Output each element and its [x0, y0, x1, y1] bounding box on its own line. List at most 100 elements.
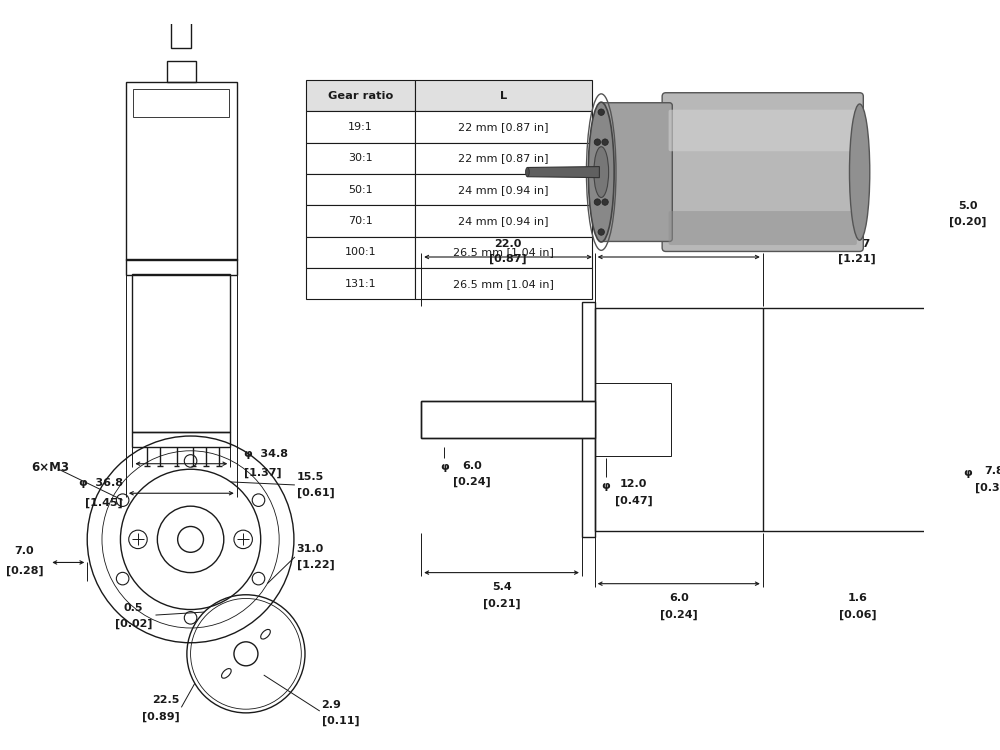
Circle shape	[184, 454, 197, 467]
Ellipse shape	[594, 147, 609, 197]
Circle shape	[602, 139, 608, 146]
Circle shape	[598, 109, 604, 115]
Text: [1.22]: [1.22]	[297, 560, 334, 570]
Circle shape	[129, 530, 147, 548]
Text: [1.45]: [1.45]	[85, 497, 123, 508]
Bar	[973, 507, 990, 524]
Text: 31.0: 31.0	[297, 544, 324, 554]
Text: φ  36.8: φ 36.8	[79, 478, 123, 488]
Text: 26.5 mm [1.04 in]: 26.5 mm [1.04 in]	[453, 248, 554, 257]
Circle shape	[598, 229, 604, 236]
Text: [0.02]: [0.02]	[115, 620, 152, 629]
Text: φ: φ	[964, 468, 972, 478]
FancyBboxPatch shape	[669, 211, 857, 245]
Bar	[306, 80, 415, 111]
Bar	[126, 259, 237, 275]
FancyBboxPatch shape	[669, 110, 857, 152]
Bar	[306, 174, 415, 206]
Text: 70:1: 70:1	[348, 216, 373, 226]
Text: [0.87]: [0.87]	[489, 254, 527, 264]
Text: 6.0: 6.0	[462, 460, 482, 470]
Text: [0.61]: [0.61]	[297, 488, 334, 499]
Ellipse shape	[526, 167, 529, 177]
Text: 24 mm [0.94 in]: 24 mm [0.94 in]	[458, 216, 549, 226]
Text: φ  34.8: φ 34.8	[244, 448, 288, 458]
Circle shape	[116, 494, 129, 506]
Text: 15.5: 15.5	[297, 472, 324, 482]
Text: 22.5: 22.5	[152, 695, 179, 705]
Ellipse shape	[261, 629, 270, 639]
Bar	[306, 111, 415, 142]
Polygon shape	[527, 166, 599, 178]
Text: 50:1: 50:1	[348, 184, 373, 195]
Circle shape	[234, 530, 252, 548]
Bar	[415, 111, 592, 142]
Bar	[306, 206, 415, 237]
Text: 100:1: 100:1	[345, 248, 376, 257]
Circle shape	[594, 139, 601, 146]
Bar	[415, 237, 592, 268]
Text: [0.21]: [0.21]	[483, 598, 520, 609]
Bar	[171, 6, 191, 47]
Bar	[415, 206, 592, 237]
Text: 131:1: 131:1	[345, 279, 376, 289]
Text: [0.24]: [0.24]	[660, 610, 698, 620]
Text: 22 mm [0.87 in]: 22 mm [0.87 in]	[458, 153, 549, 164]
Text: [0.31]: [0.31]	[975, 482, 1000, 493]
Text: 30.7: 30.7	[844, 239, 871, 249]
Text: 1.6: 1.6	[847, 593, 867, 604]
Text: [0.24]: [0.24]	[453, 477, 491, 488]
Bar	[132, 432, 230, 447]
Bar	[306, 237, 415, 268]
Bar	[973, 314, 990, 331]
Bar	[421, 401, 595, 438]
Bar	[415, 142, 592, 174]
Text: L: L	[675, 242, 683, 254]
Bar	[306, 268, 415, 299]
Text: [1.37]: [1.37]	[244, 468, 282, 478]
Text: 5.4: 5.4	[492, 583, 511, 592]
Text: 7.8: 7.8	[984, 466, 1000, 476]
Text: 0.5: 0.5	[124, 603, 143, 613]
Text: 6.0: 6.0	[669, 593, 689, 604]
Text: 26.5 mm [1.04 in]: 26.5 mm [1.04 in]	[453, 279, 554, 289]
Circle shape	[252, 494, 265, 506]
Bar	[952, 395, 984, 443]
Text: φ: φ	[440, 463, 449, 472]
Bar	[167, 62, 196, 82]
FancyBboxPatch shape	[600, 103, 672, 242]
Text: [0.28]: [0.28]	[6, 566, 43, 576]
Text: 30:1: 30:1	[348, 153, 373, 164]
Bar	[126, 82, 237, 260]
Text: 19:1: 19:1	[348, 122, 373, 132]
Text: 7.0: 7.0	[15, 547, 34, 556]
Text: φ: φ	[601, 481, 610, 490]
Text: [1.21]: [1.21]	[838, 254, 876, 264]
Text: 2.9: 2.9	[322, 700, 341, 709]
Text: 12.0: 12.0	[620, 479, 647, 489]
Bar	[306, 142, 415, 174]
Bar	[595, 308, 952, 531]
Text: 6×M3: 6×M3	[31, 461, 69, 474]
Text: [0.06]: [0.06]	[839, 610, 876, 620]
Circle shape	[602, 199, 608, 206]
FancyBboxPatch shape	[662, 93, 863, 251]
Bar	[415, 80, 592, 111]
Bar	[133, 89, 229, 117]
Bar	[415, 268, 592, 299]
Bar	[582, 302, 595, 537]
Ellipse shape	[849, 104, 870, 240]
Text: [0.20]: [0.20]	[949, 217, 987, 227]
Text: 22 mm [0.87 in]: 22 mm [0.87 in]	[458, 122, 549, 132]
Text: [0.89]: [0.89]	[142, 712, 179, 722]
Bar	[415, 174, 592, 206]
Text: 22.0: 22.0	[494, 239, 522, 249]
Circle shape	[594, 199, 601, 206]
Ellipse shape	[222, 668, 231, 678]
Circle shape	[116, 572, 129, 585]
Text: [0.11]: [0.11]	[322, 716, 359, 726]
Bar	[595, 382, 671, 456]
Text: 5.0: 5.0	[958, 201, 978, 211]
Text: 24 mm [0.94 in]: 24 mm [0.94 in]	[458, 184, 549, 195]
Text: Gear ratio: Gear ratio	[328, 91, 393, 101]
